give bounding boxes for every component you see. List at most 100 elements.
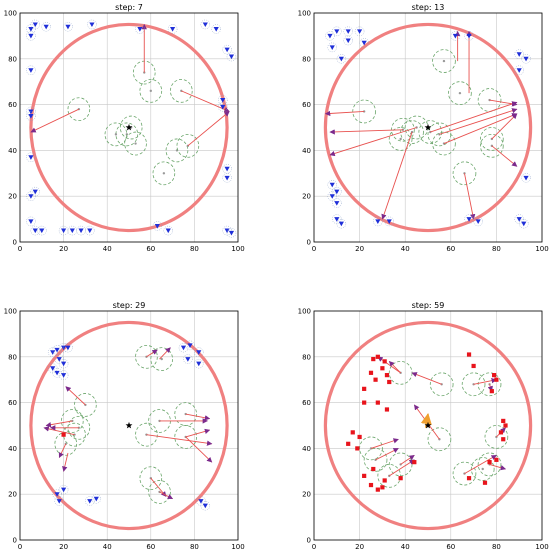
blue-triangle-marker — [516, 68, 522, 73]
x-tick-label: 100 — [535, 245, 548, 253]
y-tick-label: 60 — [302, 399, 311, 407]
agent-ring — [170, 79, 193, 103]
marker-ring — [135, 24, 145, 34]
y-tick-label: 0 — [13, 239, 17, 247]
marker-ring — [85, 225, 95, 236]
blue-triangle-marker — [165, 228, 171, 234]
goal-star-marker — [424, 421, 432, 429]
blue-triangle-marker — [56, 357, 62, 362]
marker-ring — [336, 54, 347, 64]
x-tick-label: 80 — [190, 543, 199, 551]
goal-star-marker — [424, 123, 432, 131]
red-square-marker — [362, 473, 367, 478]
agent-ring — [388, 127, 413, 151]
red-square-marker — [373, 377, 378, 382]
marker-ring — [359, 38, 369, 48]
blue-triangle-marker — [32, 22, 38, 28]
blue-triangle-marker — [89, 22, 95, 28]
velocity-arrow — [146, 349, 158, 358]
blue-triangle-marker — [475, 219, 481, 224]
goal-star-marker — [125, 123, 133, 131]
marker-ring — [327, 180, 337, 190]
marker-ring — [76, 225, 86, 236]
marker-ring — [37, 225, 47, 236]
agent-center — [472, 383, 475, 386]
velocity-arrow — [377, 356, 401, 374]
panel-title: step: 29 — [113, 301, 146, 310]
marker-ring — [58, 484, 69, 495]
agent-ring — [135, 344, 158, 369]
velocity-arrow — [375, 447, 399, 461]
agent-center — [71, 419, 74, 423]
blue-triangle-marker — [345, 29, 351, 34]
blue-triangle-marker — [523, 56, 529, 62]
x-tick-label: 20 — [355, 543, 364, 551]
red-square-marker — [346, 441, 351, 446]
x-tick-label: 100 — [535, 543, 548, 551]
x-tick-label: 0 — [18, 245, 22, 253]
agent-ring — [448, 81, 472, 106]
marker-ring — [52, 345, 62, 355]
agent-center — [145, 433, 148, 436]
blue-triangle-marker — [327, 33, 333, 39]
plot-area — [26, 19, 237, 238]
marker-ring — [226, 51, 237, 62]
marker-ring — [464, 214, 474, 224]
velocity-arrow — [464, 454, 497, 474]
y-tick-label: 40 — [8, 147, 17, 155]
velocity-arrow — [43, 426, 75, 436]
agent-ring — [480, 133, 504, 158]
blue-triangle-marker — [28, 114, 34, 119]
axes-frame — [313, 310, 543, 541]
y-tick-label: 20 — [8, 491, 17, 499]
marker-ring — [327, 42, 337, 53]
marker-ring — [332, 26, 342, 37]
blue-triangle-marker — [170, 27, 176, 32]
blue-triangle-marker — [361, 40, 367, 46]
marker-ring — [58, 225, 69, 236]
velocity-arrow — [388, 459, 415, 477]
blue-triangle-marker — [87, 499, 93, 504]
blue-triangle-marker — [154, 223, 160, 229]
red-square-marker — [357, 434, 362, 440]
blue-triangle-marker — [65, 24, 71, 30]
agent-ring — [477, 372, 502, 397]
marker-ring — [26, 152, 36, 163]
agent-ring — [67, 97, 91, 122]
marker-ring — [58, 370, 69, 380]
agent-center — [442, 59, 446, 63]
agent-ring — [139, 79, 163, 103]
marker-ring — [91, 494, 102, 504]
marker-ring — [67, 225, 78, 236]
y-tick-label: 20 — [8, 193, 17, 201]
red-square-marker — [371, 466, 376, 472]
agent-ring — [480, 127, 504, 151]
agent-ring — [174, 425, 197, 449]
blue-triangle-marker — [187, 343, 193, 348]
y-tick-label: 100 — [298, 308, 311, 316]
marker-ring — [521, 54, 531, 64]
blue-triangle-marker — [61, 487, 67, 493]
blue-triangle-marker — [329, 45, 335, 50]
y-tick-label: 0 — [307, 537, 311, 545]
marker-ring — [217, 102, 228, 112]
agent-ring — [61, 409, 84, 433]
y-tick-label: 80 — [302, 353, 311, 361]
blue-triangle-marker — [345, 38, 351, 44]
blue-triangle-marker — [220, 98, 226, 103]
blue-triangle-marker — [56, 499, 62, 504]
velocity-arrow — [329, 127, 417, 157]
marker-ring — [222, 225, 232, 236]
plot-area — [29, 320, 229, 531]
red-square-marker — [466, 352, 472, 357]
velocity-arrow — [58, 443, 67, 459]
blue-triangle-marker — [54, 347, 60, 353]
blue-triangle-marker — [386, 219, 392, 224]
blue-triangle-marker — [32, 228, 38, 234]
agent-ring — [152, 161, 176, 186]
agent-center — [114, 133, 118, 136]
red-square-marker — [355, 446, 360, 451]
y-tick-label: 40 — [302, 445, 311, 453]
agent-center — [481, 467, 484, 471]
